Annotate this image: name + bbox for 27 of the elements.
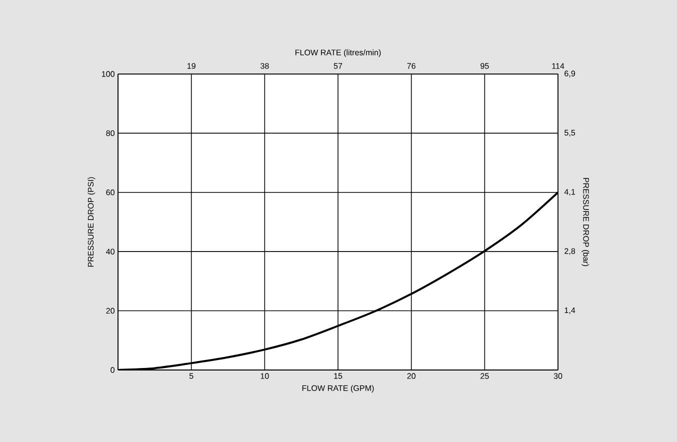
x-axis-title: FLOW RATE (GPM) [302,385,374,393]
y2-tick-label: 4,1 [564,189,576,196]
x2-tick-label: 95 [480,63,489,69]
x2-tick-label: 57 [334,63,342,69]
y-tick-label: 80 [106,130,115,136]
y2-axis-title: PRESSURE DROP (bar) [582,178,590,266]
x-tick-label: 5 [189,373,194,379]
y-tick-label: 60 [106,190,115,196]
y2-tick-label: 6,9 [564,70,576,78]
y2-tick-label: 2,8 [564,248,576,255]
y-axis-title: PRESSURE DROP (PSI) [88,177,96,267]
y2-tick-label: 1,4 [564,308,576,314]
y-tick-label: 40 [106,248,115,254]
x2-tick-label: 19 [187,63,196,69]
y-tick-label: 100 [102,71,114,77]
x2-tick-label: 114 [552,63,564,69]
y2-tick-label: 5,5 [564,130,576,136]
x-tick-label: 20 [407,373,416,379]
x-tick-label: 10 [260,373,269,379]
y-tick-label: 20 [106,308,115,314]
x-tick-label: 15 [334,373,342,379]
y-tick-label: 0 [110,367,115,373]
x-tick-label: 30 [554,373,562,379]
x2-axis-title: FLOW RATE (litres/min) [295,49,381,57]
x2-tick-label: 76 [407,63,416,69]
x-tick-label: 25 [480,373,489,379]
x2-tick-label: 38 [260,63,269,69]
